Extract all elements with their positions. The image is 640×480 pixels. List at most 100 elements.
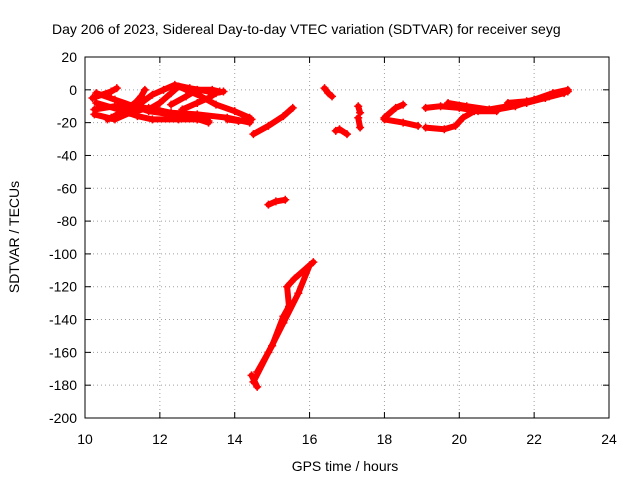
satellite-track — [119, 86, 148, 113]
y-tick-label: 0 — [69, 82, 77, 98]
data-point-marker — [281, 195, 290, 204]
chart-title: Day 206 of 2023, Sidereal Day-to-day VTE… — [52, 21, 561, 37]
data-point-marker — [107, 87, 116, 96]
data-point-marker — [129, 100, 138, 109]
data-point-marker — [284, 302, 293, 311]
data-point-marker — [485, 105, 494, 114]
data-point-marker — [167, 110, 176, 119]
x-tick-label: 20 — [451, 431, 467, 447]
data-point-marker — [354, 102, 363, 111]
y-tick-label: -80 — [57, 213, 77, 229]
data-point-marker — [343, 130, 351, 139]
y-tick-label: -100 — [49, 246, 77, 262]
data-point-marker — [193, 85, 202, 94]
data-point-marker — [356, 123, 365, 132]
data-point-marker — [253, 368, 262, 377]
data-point-marker — [279, 112, 288, 121]
data-point-marker — [133, 112, 142, 121]
data-point-marker — [421, 123, 430, 132]
data-point-marker — [249, 377, 258, 386]
data-point-marker — [204, 94, 213, 103]
data-point-marker — [247, 115, 256, 124]
data-point-marker — [436, 102, 445, 111]
data-point-marker — [331, 126, 340, 135]
data-point-marker — [380, 115, 389, 124]
data-point-marker — [294, 289, 303, 298]
data-point-marker — [440, 125, 449, 134]
x-tick-label: 24 — [601, 431, 617, 447]
data-point-marker — [354, 113, 363, 122]
data-point-marker — [159, 85, 168, 94]
data-point-marker — [522, 97, 531, 106]
x-axis-label: GPS time / hours — [292, 458, 399, 474]
data-point-marker — [399, 100, 408, 109]
x-tick-label: 10 — [77, 431, 93, 447]
data-point-marker — [189, 113, 198, 122]
x-tick-label: 16 — [302, 431, 318, 447]
data-point-marker — [545, 92, 554, 101]
y-tick-label: -20 — [57, 115, 77, 131]
y-tick-label: -120 — [49, 279, 77, 295]
y-tick-label: -180 — [49, 377, 77, 393]
y-tick-label: -160 — [49, 344, 77, 360]
data-point-marker — [219, 87, 228, 96]
data-point-marker — [421, 103, 430, 112]
data-point-marker — [459, 113, 468, 122]
data-point-marker — [399, 118, 408, 127]
y-tick-label: -60 — [57, 180, 77, 196]
data-point-marker — [90, 105, 99, 114]
data-point-marker — [503, 98, 512, 107]
data-point-marker — [140, 85, 149, 94]
data-point-marker — [283, 282, 292, 291]
data-point-marker — [144, 105, 153, 114]
data-point-marker — [167, 100, 176, 109]
data-point-marker — [230, 107, 239, 116]
x-tick-label: 12 — [152, 431, 168, 447]
data-point-marker — [253, 382, 262, 391]
data-point-marker — [268, 341, 277, 350]
axes: 10 12 14 16 18 20 22 24-200-180-160-140-120-100… — [49, 49, 617, 447]
data-point-marker — [279, 312, 288, 321]
satellite-track — [504, 88, 571, 106]
data-point-marker — [182, 92, 191, 101]
satellite-track — [381, 101, 407, 121]
data-point-marker — [174, 82, 183, 91]
data-point-marker — [309, 258, 318, 267]
data-point-marker — [110, 95, 119, 104]
data-point-marker — [249, 130, 258, 139]
y-tick-label: 20 — [61, 49, 77, 65]
data-point-marker — [451, 121, 460, 130]
data-point-marker — [88, 94, 97, 103]
plot-frame — [84, 56, 610, 419]
data-series — [88, 80, 572, 391]
data-point-marker — [290, 274, 299, 283]
data-point-marker — [148, 90, 157, 99]
data-point-marker — [92, 98, 101, 107]
y-tick-label: -40 — [57, 147, 77, 163]
data-point-marker — [462, 102, 471, 111]
data-point-marker — [212, 100, 220, 109]
data-point-marker — [271, 197, 280, 206]
data-point-marker — [167, 89, 176, 98]
data-point-marker — [107, 113, 116, 122]
y-tick-label: -200 — [49, 410, 77, 426]
data-point-marker — [391, 103, 400, 112]
data-point-marker — [234, 116, 243, 125]
x-tick-label: 14 — [227, 431, 243, 447]
data-point-marker — [223, 115, 232, 124]
data-point-marker — [92, 89, 101, 98]
data-point-marker — [112, 84, 121, 93]
data-point-marker — [264, 200, 273, 209]
data-point-marker — [155, 98, 164, 107]
data-point-marker — [178, 105, 187, 114]
data-point-marker — [137, 92, 146, 101]
y-tick-label: -140 — [49, 312, 77, 328]
data-point-marker — [320, 84, 329, 93]
data-point-marker — [212, 89, 220, 98]
data-point-marker — [563, 87, 572, 96]
data-point-marker — [335, 125, 344, 134]
data-point-marker — [148, 115, 157, 124]
data-point-marker — [193, 98, 202, 107]
